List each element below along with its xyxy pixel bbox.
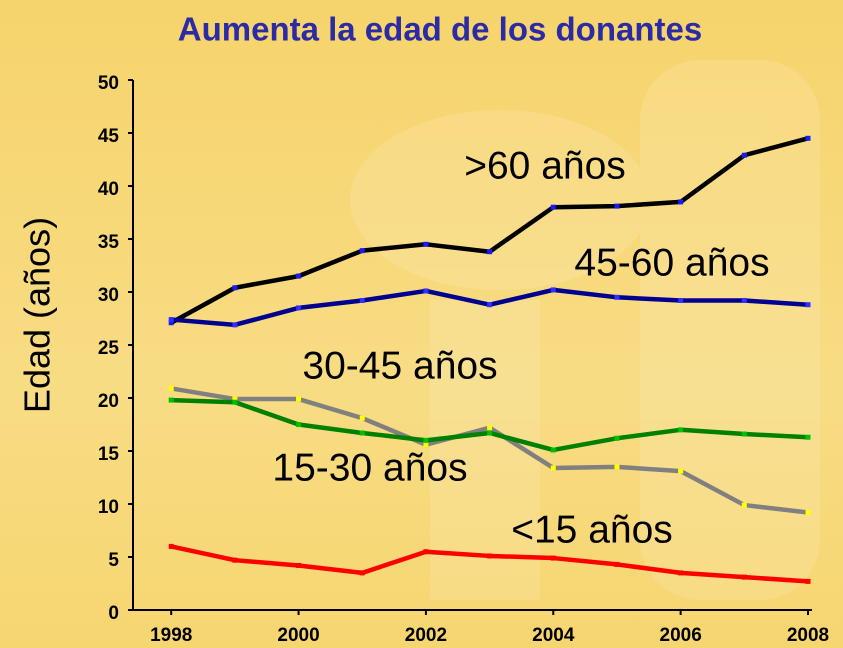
- point-marker: [487, 553, 492, 558]
- y-tick-label: 15: [98, 444, 120, 465]
- point-marker: [742, 503, 747, 508]
- x-tick-label: 1998: [150, 625, 192, 646]
- point-marker: [232, 285, 237, 290]
- point-marker: [296, 563, 301, 568]
- point-marker: [360, 298, 365, 303]
- point-marker: [487, 302, 492, 307]
- point-marker: [806, 510, 811, 515]
- point-marker: [169, 317, 174, 322]
- point-marker: [806, 435, 811, 440]
- y-tick-label: 45: [98, 126, 120, 147]
- series-label: <15 años: [511, 508, 673, 551]
- series-label: >60 años: [464, 144, 626, 187]
- x-tick-label: 2008: [787, 625, 829, 646]
- point-marker: [742, 575, 747, 580]
- point-marker: [423, 438, 428, 443]
- point-marker: [806, 302, 811, 307]
- point-marker: [678, 469, 683, 474]
- series-label: 15-30 años: [272, 446, 467, 489]
- y-tick-label: 0: [108, 603, 119, 624]
- point-marker: [614, 204, 619, 209]
- point-marker: [614, 436, 619, 441]
- point-marker: [678, 298, 683, 303]
- chart-title: Aumenta la edad de los donantes: [178, 11, 702, 48]
- point-marker: [614, 562, 619, 567]
- point-marker: [487, 249, 492, 254]
- point-marker: [169, 544, 174, 549]
- chart: Aumenta la edad de los donantes Edad (añ…: [0, 0, 843, 648]
- point-marker: [232, 558, 237, 563]
- point-marker: [487, 430, 492, 435]
- point-marker: [360, 248, 365, 253]
- y-tick-label: 30: [98, 285, 119, 306]
- point-marker: [678, 427, 683, 432]
- point-marker: [742, 432, 747, 437]
- point-marker: [423, 242, 428, 247]
- point-marker: [551, 287, 556, 292]
- point-marker: [551, 556, 556, 561]
- point-marker: [551, 447, 556, 452]
- x-tick-label: 2006: [660, 625, 702, 646]
- y-tick-label: 40: [98, 179, 119, 200]
- point-marker: [678, 199, 683, 204]
- y-tick-label: 35: [98, 232, 120, 253]
- point-marker: [169, 386, 174, 391]
- point-marker: [360, 416, 365, 421]
- point-marker: [806, 136, 811, 141]
- x-tick-label: 2002: [405, 625, 447, 646]
- point-marker: [360, 430, 365, 435]
- point-marker: [806, 579, 811, 584]
- y-tick-label: 50: [98, 73, 119, 94]
- point-marker: [423, 288, 428, 293]
- y-tick-label: 10: [98, 497, 119, 518]
- point-marker: [551, 465, 556, 470]
- point-marker: [296, 274, 301, 279]
- series-label: 45-60 años: [574, 241, 769, 284]
- point-marker: [232, 400, 237, 405]
- point-marker: [296, 305, 301, 310]
- y-tick-label: 20: [98, 391, 119, 412]
- point-marker: [551, 205, 556, 210]
- point-marker: [678, 570, 683, 575]
- point-marker: [296, 397, 301, 402]
- x-tick-label: 2004: [532, 625, 575, 646]
- point-marker: [169, 398, 174, 403]
- point-marker: [360, 570, 365, 575]
- point-marker: [232, 322, 237, 327]
- point-marker: [487, 425, 492, 430]
- point-marker: [742, 298, 747, 303]
- x-tick-label: 2000: [277, 625, 319, 646]
- point-marker: [614, 464, 619, 469]
- y-tick-label: 25: [98, 338, 120, 359]
- series-label: 30-45 años: [302, 344, 497, 387]
- point-marker: [614, 295, 619, 300]
- point-marker: [423, 549, 428, 554]
- point-marker: [296, 422, 301, 427]
- y-axis-label: Edad (años): [17, 217, 58, 413]
- point-marker: [742, 153, 747, 158]
- y-tick-label: 5: [108, 550, 119, 571]
